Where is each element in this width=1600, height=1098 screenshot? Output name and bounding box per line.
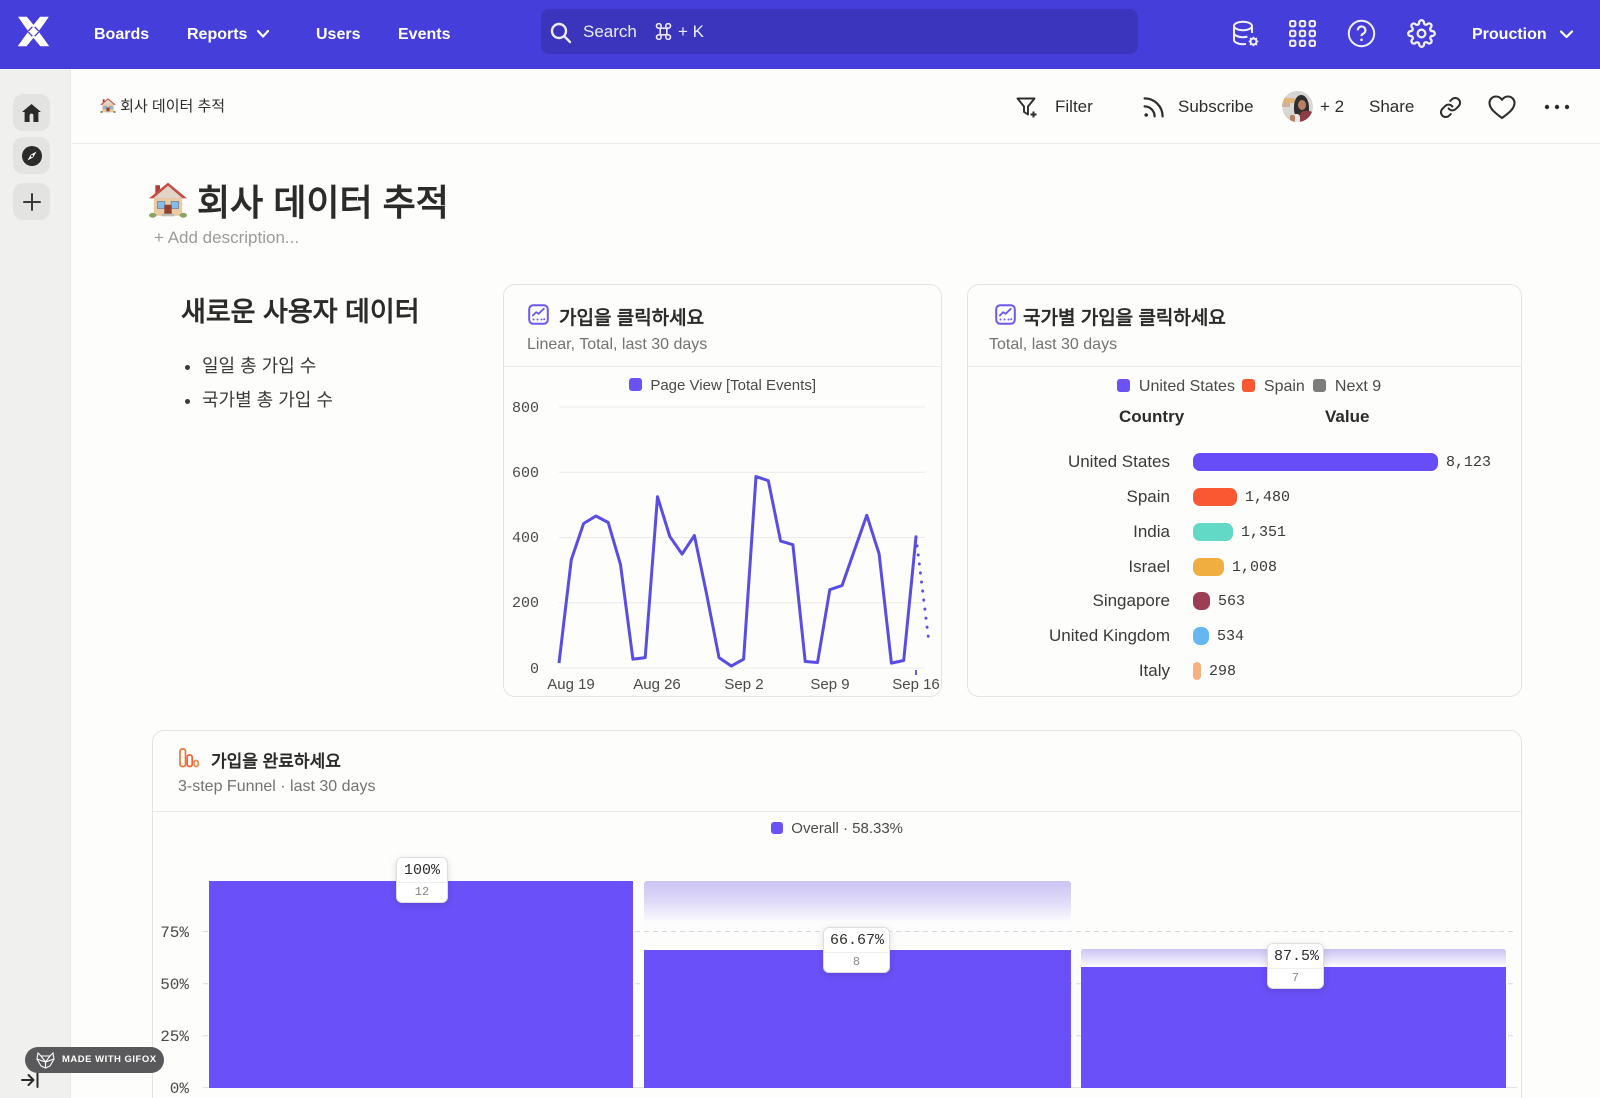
svg-text:Sep 9: Sep 9 — [810, 676, 849, 693]
svg-text:Sep 16: Sep 16 — [892, 676, 940, 693]
svg-text:Sep 2: Sep 2 — [724, 676, 763, 693]
svg-text:200: 200 — [512, 595, 539, 612]
svg-text:0: 0 — [530, 661, 539, 678]
svg-text:800: 800 — [512, 400, 539, 417]
svg-text:Aug 26: Aug 26 — [633, 676, 681, 693]
svg-text:Aug 19: Aug 19 — [547, 676, 595, 693]
svg-text:600: 600 — [512, 465, 539, 482]
svg-text:400: 400 — [512, 530, 539, 547]
